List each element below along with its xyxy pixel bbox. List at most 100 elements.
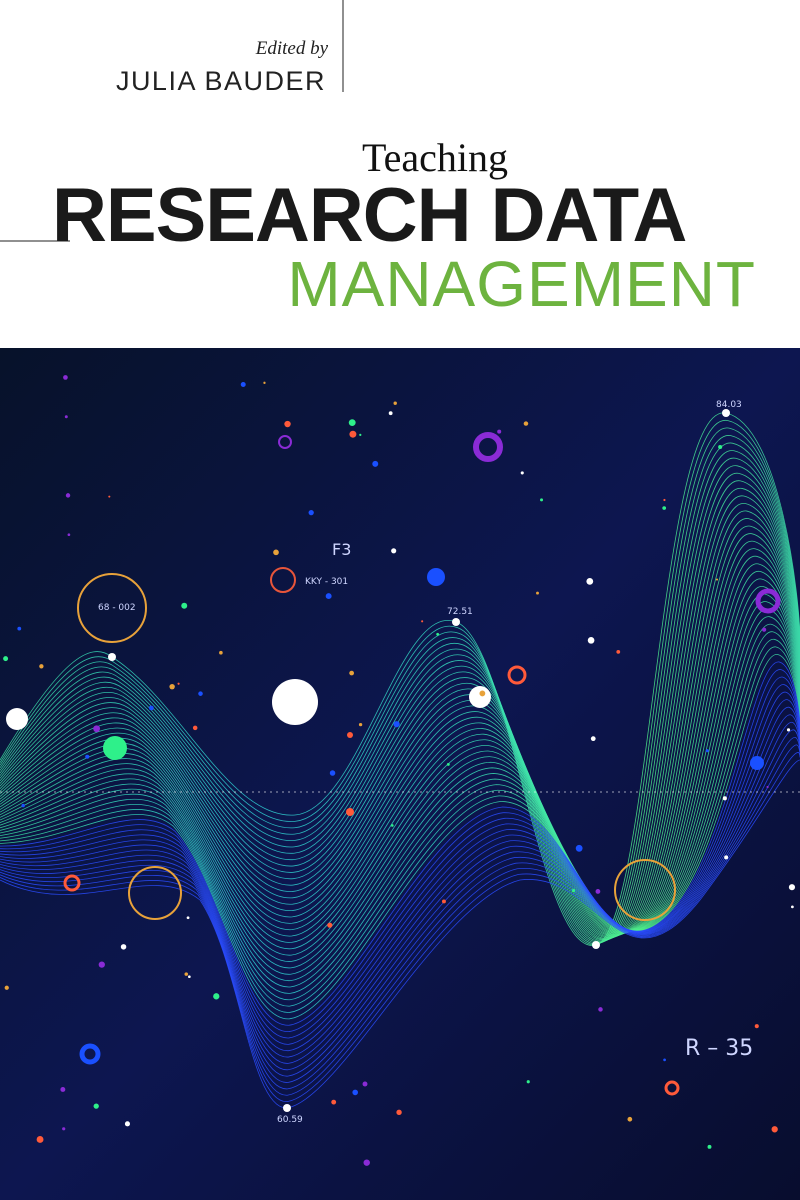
dot: [705, 749, 709, 753]
dot: [169, 683, 175, 690]
dot: [762, 627, 767, 632]
dot: [39, 664, 44, 669]
cover-art: 68 - 002 KKY - 301 72.51 84.03 60.59 F3 R – 35: [0, 348, 800, 1200]
dot: [766, 785, 769, 789]
dot: [331, 1099, 337, 1105]
wave-line: [0, 555, 800, 937]
title-prefix: Teaching: [362, 135, 509, 180]
dot: [329, 770, 336, 776]
wave-line: [0, 518, 800, 936]
dot: [520, 471, 524, 475]
dot: [21, 803, 25, 808]
dot: [788, 884, 796, 891]
dot: [36, 1136, 44, 1143]
dot: [325, 593, 332, 600]
dot: [308, 509, 314, 516]
wave-line: [0, 540, 800, 935]
dot: [627, 1116, 633, 1122]
dots: [3, 375, 796, 1166]
dot: [85, 754, 90, 759]
wave-line: [0, 623, 800, 994]
wave-line: [0, 525, 800, 936]
dot: [722, 796, 727, 801]
dot: [663, 1058, 666, 1062]
wave-line: [0, 472, 800, 940]
dot: [273, 549, 279, 556]
dot: [393, 401, 397, 405]
wave-line: [0, 510, 800, 937]
wave-line: [0, 638, 800, 1007]
wave-line: [0, 616, 800, 988]
wave-line: [0, 646, 800, 1013]
dot: [718, 445, 723, 450]
wave-line: [0, 736, 800, 1090]
dot: [198, 691, 203, 696]
art-label: 60.59: [277, 1115, 303, 1125]
wave-line: [0, 570, 800, 950]
dot: [219, 650, 223, 655]
dot: [446, 762, 450, 766]
dot: [186, 916, 190, 920]
wave-line: [0, 533, 800, 935]
dot: [284, 420, 291, 428]
cover-rules: [0, 0, 344, 242]
dot: [595, 889, 601, 894]
dot: [17, 626, 22, 631]
dot: [93, 725, 101, 733]
dot: [388, 411, 393, 416]
dot: [192, 725, 198, 731]
art-label: 84.03: [716, 400, 742, 410]
wave-line: [0, 488, 800, 939]
dot: [396, 1109, 402, 1116]
dot: [436, 632, 440, 636]
title-main: RESEARCH DATA: [52, 173, 687, 258]
dot: [60, 1086, 66, 1092]
wave-line: [0, 676, 800, 1039]
dot: [372, 460, 379, 467]
dot: [363, 1159, 370, 1166]
wave-line: [0, 721, 800, 1077]
dot: [479, 690, 486, 697]
editor-label: Edited by: [255, 38, 328, 59]
dot: [526, 1080, 530, 1084]
art-label: 68 - 002: [98, 603, 136, 613]
wave-line: [0, 578, 800, 956]
dot: [120, 944, 127, 950]
wave-line: [0, 593, 800, 969]
wave-line: [0, 563, 800, 943]
dot: [421, 620, 424, 623]
dot: [148, 705, 154, 711]
wave-line: [0, 759, 800, 1109]
wave-line: [0, 669, 800, 1032]
dot: [124, 1121, 130, 1127]
dot: [663, 498, 666, 502]
dot: [177, 682, 180, 685]
wave-line: [0, 729, 800, 1083]
wave-line: [0, 495, 800, 938]
dot: [327, 922, 333, 928]
dot: [349, 670, 354, 676]
dot: [393, 721, 400, 728]
dot: [352, 1089, 359, 1096]
wave-line: [0, 480, 800, 940]
editor-name: JULIA BAUDER: [115, 66, 326, 96]
dot: [108, 495, 111, 498]
art-label: R – 35: [685, 1036, 753, 1061]
wave-line: [0, 653, 800, 1020]
dot: [188, 975, 191, 979]
art-label: KKY - 301: [305, 577, 348, 587]
dot: [3, 656, 9, 662]
dot: [62, 1127, 66, 1131]
nodes: [6, 409, 764, 1112]
dot: [349, 430, 357, 438]
dot: [391, 824, 394, 827]
dot: [441, 899, 446, 904]
wave-mesh: [0, 412, 800, 1109]
dot: [536, 591, 539, 595]
rings: [63, 432, 781, 1096]
wave-line: [0, 601, 800, 975]
dot: [590, 736, 596, 742]
art-background: [0, 348, 800, 1200]
dot: [213, 993, 220, 1000]
